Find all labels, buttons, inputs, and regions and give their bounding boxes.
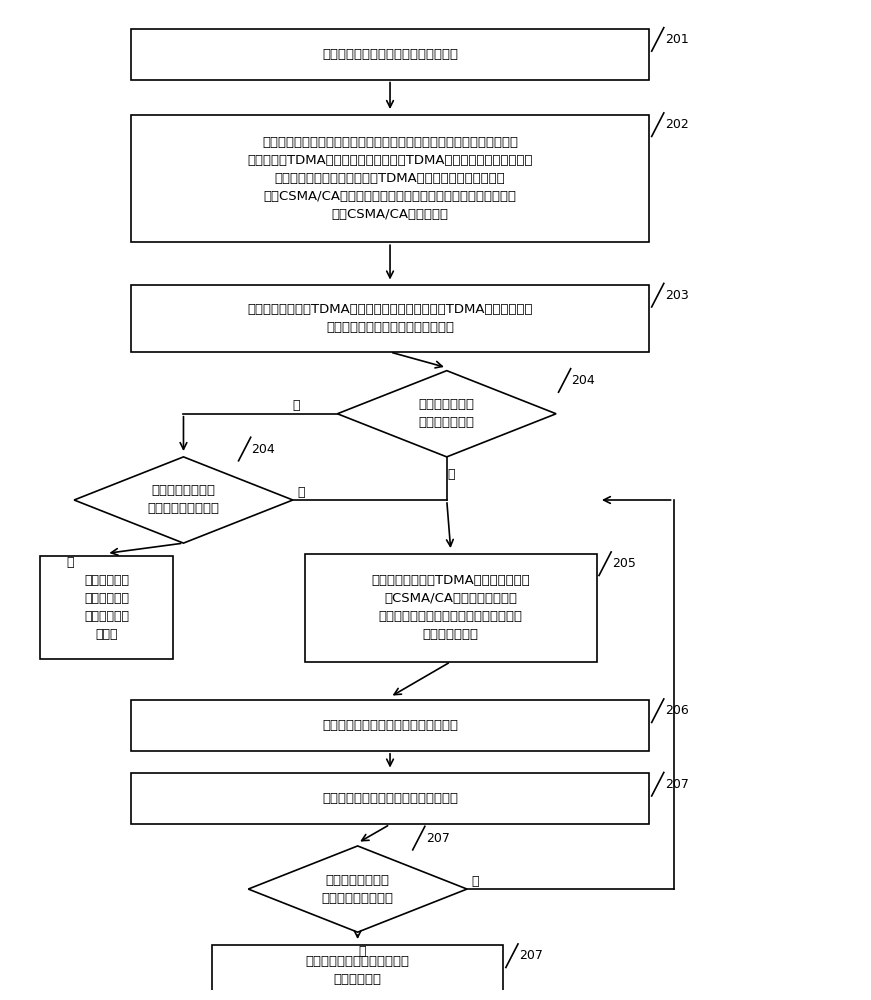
Text: 目标车辆接入信
道处于忙碌状态: 目标车辆接入信 道处于忙碌状态 [419,398,475,429]
Text: 目标车辆根据接收到的状态信息，确定周围车辆所采用的通信方式；若周
围车辆采用TDMA通信机制，则建立基于TDMA的邻居列表，并将对应的
周围车辆的状态信息加入基: 目标车辆根据接收到的状态信息，确定周围车辆所采用的通信方式；若周 围车辆采用TD… [247,136,533,221]
Text: 目标车辆接入信道
满足设定的第二条件: 目标车辆接入信道 满足设定的第二条件 [147,485,219,516]
Text: 计算得出目标车辆状态信息的影响因子: 计算得出目标车辆状态信息的影响因子 [322,719,458,732]
Text: 目标车辆接入信道
满足设定的第二条件: 目标车辆接入信道 满足设定的第二条件 [321,874,394,905]
Polygon shape [337,371,556,457]
Text: 是: 是 [66,556,74,569]
Text: 否: 否 [471,875,478,888]
Text: 基于预先设置
的竞争窗口的
初始值进行信
道接入: 基于预先设置 的竞争窗口的 初始值进行信 道接入 [84,574,129,641]
Text: 207: 207 [426,832,449,845]
Text: 207: 207 [665,778,688,791]
Text: 205: 205 [612,557,636,570]
Text: 目标车辆接收周围车辆发送的状态信息: 目标车辆接收周围车辆发送的状态信息 [322,48,458,61]
Text: 计算得出目标车辆接入信道的竞争窗口: 计算得出目标车辆接入信道的竞争窗口 [322,792,458,805]
Polygon shape [74,457,293,543]
Text: 201: 201 [665,33,688,46]
Text: 是: 是 [358,945,366,958]
FancyBboxPatch shape [212,945,503,996]
FancyBboxPatch shape [131,29,649,80]
Text: 206: 206 [665,704,688,717]
Text: 203: 203 [665,289,688,302]
Text: 是: 是 [447,468,455,481]
Polygon shape [248,846,467,932]
Text: 202: 202 [665,118,688,131]
FancyBboxPatch shape [131,700,649,751]
FancyBboxPatch shape [131,773,649,824]
FancyBboxPatch shape [305,554,597,662]
Text: 否: 否 [297,486,304,499]
Text: 207: 207 [519,949,543,962]
Text: 目标车辆根据基于TDMA的邻居列表和基
于CSMA/CA的邻居列表获得与
其行驶方向相同的周围车辆的速度信息，
计算出目标速度: 目标车辆根据基于TDMA的邻居列表和基 于CSMA/CA的邻居列表获得与 其行驶… [371,574,530,641]
FancyBboxPatch shape [40,556,173,659]
Text: 目标车辆根据基于TDMA的邻居列表获得其所有采用TDMA通信机制的周
围车辆下一次发送状态信息的时间点: 目标车辆根据基于TDMA的邻居列表获得其所有采用TDMA通信机制的周 围车辆下一… [247,303,533,334]
Text: 204: 204 [571,374,595,387]
Text: 基于当前计算得出的竞争窗口
进行信道接入: 基于当前计算得出的竞争窗口 进行信道接入 [306,955,409,986]
FancyBboxPatch shape [131,115,649,242]
Text: 204: 204 [252,443,275,456]
Text: 否: 否 [293,399,300,412]
FancyBboxPatch shape [131,285,649,352]
